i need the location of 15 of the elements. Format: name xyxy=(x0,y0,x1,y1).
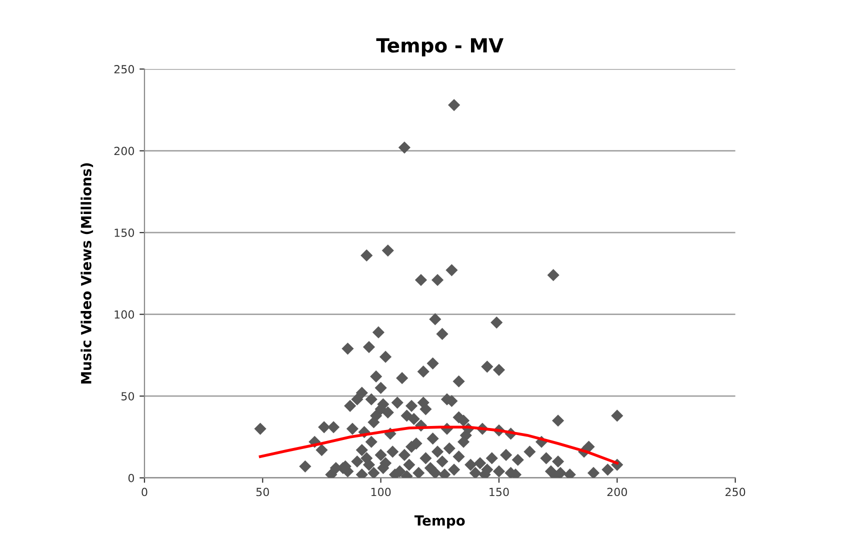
x-tick-label: 0 xyxy=(142,488,148,496)
x-tick-label: 200 xyxy=(607,488,627,496)
y-tick-label: 250 xyxy=(114,65,134,74)
y-axis-title: Music Video Views (Millions) xyxy=(80,163,94,384)
x-tick-label: 250 xyxy=(726,488,746,496)
x-tick-label: 100 xyxy=(371,488,391,496)
x-tick-label: 50 xyxy=(256,488,269,496)
x-tick-label: 150 xyxy=(490,488,509,496)
y-tick-label: 50 xyxy=(121,392,134,400)
y-tick-label: 100 xyxy=(114,310,134,319)
chart-title: Tempo - MV xyxy=(376,38,504,56)
y-tick-label: 200 xyxy=(114,146,134,156)
y-tick-label: 0 xyxy=(128,474,134,482)
x-axis-title: Tempo xyxy=(414,515,465,528)
y-tick-label: 150 xyxy=(114,228,134,237)
